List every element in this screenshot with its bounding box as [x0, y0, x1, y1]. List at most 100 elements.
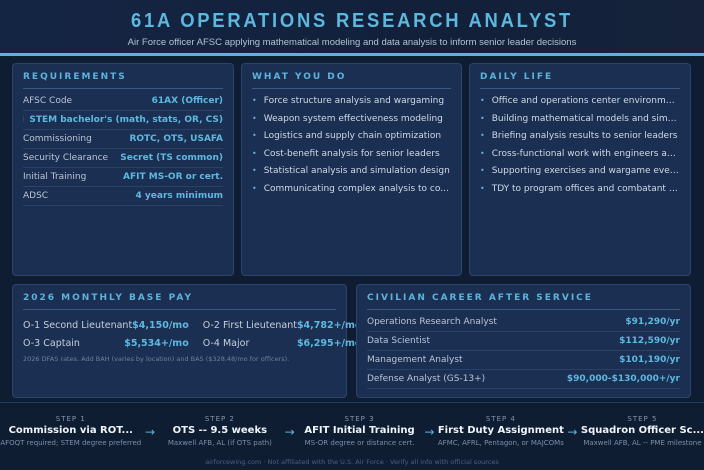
- arrow-right-icon: →: [424, 425, 435, 439]
- table-row: Operations Research Analyst $91,290/yr: [367, 313, 680, 332]
- header-divider: [0, 53, 704, 56]
- step-name: OTS -- 9.5 weeks: [172, 425, 268, 436]
- step-desc: AFOQT required; STEM degree preferred: [0, 439, 142, 447]
- list-item-text: Cost-benefit analysis for senior leaders: [263, 148, 440, 159]
- pay-row: O-4 Major $6,295+/mo: [203, 334, 362, 352]
- panel-title: REQUIREMENTS: [23, 72, 223, 89]
- row-value: $101,190/yr: [619, 355, 680, 365]
- panel-title: CIVILIAN CAREER AFTER SERVICE: [367, 293, 680, 310]
- list-item: • Cost-benefit analysis for senior leader…: [252, 145, 451, 163]
- bullet-icon: •: [480, 183, 485, 193]
- pay-grade: O-1 Second Lieutenant: [23, 319, 133, 331]
- row-value: 61AX (Officer): [151, 96, 223, 106]
- list-item-text: Logistics and supply chain optimization: [263, 131, 442, 141]
- step-label: STEP 4: [485, 415, 516, 423]
- bullet-icon: •: [480, 113, 485, 123]
- table-row: Management Analyst $101,190/yr: [367, 351, 680, 370]
- step-desc: Maxwell AFB, AL (if OTS path): [167, 439, 272, 447]
- career-step: STEP 5 Squadron Officer Sc... Maxwell AFB,…: [581, 415, 704, 447]
- bullet-icon: •: [252, 166, 257, 175]
- table-row: ADSC 4 years minimum: [23, 187, 223, 206]
- career-step: STEP 1 Commission via ROT... AFOQT require…: [0, 415, 142, 447]
- bullet-icon: •: [252, 183, 257, 193]
- arrow-right-icon: →: [567, 425, 578, 439]
- career-step: STEP 4 First Duty Assignment AFMC, AFRL, P…: [438, 415, 564, 447]
- bullet-icon: •: [480, 166, 485, 175]
- row-label: Operations Research Analyst: [367, 317, 497, 327]
- row-label: Defense Analyst (GS-13+): [367, 374, 486, 384]
- pay-grade: O-4 Major: [202, 337, 250, 349]
- bullet-icon: •: [252, 131, 257, 140]
- step-desc: AFMC, AFRL, Pentagon, or MAJCOMs: [437, 439, 564, 447]
- pay-grade: O-2 First Lieutenant: [202, 319, 297, 331]
- list-item: • Logistics and supply chain optimization: [252, 127, 451, 145]
- table-row: AFSC Code 61AX (Officer): [23, 92, 223, 111]
- row-value: $91,290/yr: [625, 317, 680, 327]
- footer: airforcewing.com · Not affiliated with t…: [205, 458, 499, 466]
- bullet-icon: •: [252, 113, 257, 123]
- pay-row: O-3 Captain $5,534+/mo: [23, 334, 189, 352]
- row-label: Data Scientist: [367, 336, 430, 346]
- career-step: STEP 2 OTS -- 9.5 weeks Maxwell AFB, AL (i…: [159, 415, 282, 447]
- step-label: STEP 3: [344, 415, 375, 423]
- list-item: • Briefing analysis results to senior lea…: [480, 127, 680, 145]
- pay-amount: $4,782+/mo: [296, 319, 362, 331]
- bullet-icon: •: [252, 148, 257, 158]
- row-value: AFIT MS-OR or cert.: [123, 172, 223, 182]
- table-row: Security Clearance Secret (TS common): [23, 149, 223, 168]
- pay-note: 2026 DFAS rates. Add BAH (varies by loca…: [23, 355, 290, 363]
- pay-amount: $5,534+/mo: [124, 337, 189, 349]
- step-label: STEP 5: [627, 415, 658, 423]
- pay-amount: $4,150/mo: [132, 319, 189, 331]
- table-row: Data Scientist $112,590/yr: [367, 332, 680, 351]
- table-row: Initial Training AFIT MS-OR or cert.: [23, 168, 223, 187]
- list-item: • Communicating complex analysis to co...: [252, 180, 451, 198]
- step-desc: Maxwell AFB, AL -- PME milestone: [583, 439, 702, 447]
- list-item-text: Supporting exercises and wargame events: [491, 166, 680, 176]
- bullet-icon: •: [252, 96, 257, 105]
- row-value: STEM bachelor's (math, stats, OR, CS): [29, 115, 223, 125]
- arrow-right-icon: →: [145, 425, 156, 439]
- table-row: De...STEM bachelor's (math, stats, OR, C…: [23, 111, 223, 130]
- step-label: STEP 1: [55, 415, 86, 423]
- list-item: • Statistical analysis and simulation des…: [252, 162, 451, 180]
- pay-row: O-1 Second Lieutenant $4,150/mo: [23, 316, 189, 334]
- bullet-icon: •: [480, 148, 485, 158]
- list-item: • Force structure analysis and wargaming: [252, 92, 451, 110]
- row-value: $90,000-$130,000+/yr: [566, 374, 680, 384]
- panel-title: 2026 MONTHLY BASE PAY: [23, 293, 336, 310]
- row-label: ADSC: [23, 191, 49, 201]
- list-item-text: Building mathematical models and simu...: [491, 113, 680, 124]
- pay-grade: O-3 Captain: [23, 337, 80, 349]
- bullet-icon: •: [480, 96, 485, 105]
- civilian-panel: CIVILIAN CAREER AFTER SERVICE Operations…: [356, 284, 691, 398]
- page-subtitle: Air Force officer AFSC applying mathemat…: [127, 37, 577, 48]
- list-item: • Cross-functional work with engineers an…: [480, 145, 680, 163]
- step-name: First Duty Assignment: [437, 425, 564, 436]
- list-item-text: Force structure analysis and wargaming: [263, 96, 445, 106]
- bullet-icon: •: [480, 131, 485, 140]
- list-item-text: Cross-functional work with engineers an.…: [491, 148, 680, 159]
- list-item-text: Weapon system effectiveness modeling: [263, 113, 443, 124]
- pay-row: O-2 First Lieutenant $4,782+/mo: [203, 316, 362, 334]
- panel-title: WHAT YOU DO: [252, 72, 451, 89]
- list-item-text: TDY to program offices and combatant c..…: [491, 183, 680, 194]
- daily-life-panel: DAILY LIFE • Office and operations center…: [469, 63, 691, 276]
- arrow-right-icon: →: [284, 425, 295, 439]
- row-label: Commissioning: [23, 134, 92, 144]
- step-name: AFIT Initial Training: [304, 425, 415, 436]
- list-item: • TDY to program offices and combatant c.…: [480, 180, 680, 198]
- list-item: • Office and operations center environmen…: [480, 92, 680, 110]
- list-item-text: Communicating complex analysis to co...: [263, 183, 449, 194]
- pay-panel: 2026 MONTHLY BASE PAY O-1 Second Lieuten…: [12, 284, 361, 398]
- list-item: • Supporting exercises and wargame events: [480, 162, 680, 180]
- list-item-text: Statistical analysis and simulation desi…: [263, 166, 450, 176]
- table-row: Defense Analyst (GS-13+) $90,000-$130,000…: [367, 370, 680, 389]
- career-step: STEP 3 AFIT Initial Training MS-OR degree …: [298, 415, 421, 447]
- page-title: 61A OPERATIONS RESEARCH ANALYST: [130, 10, 574, 32]
- requirements-panel: REQUIREMENTS AFSC Code 61AX (Officer) De..…: [12, 63, 234, 276]
- row-label: Security Clearance: [23, 153, 109, 163]
- list-item-text: Briefing analysis results to senior lead…: [491, 131, 678, 141]
- step-label: STEP 2: [204, 415, 235, 423]
- row-value: ROTC, OTS, USAFA: [129, 134, 223, 144]
